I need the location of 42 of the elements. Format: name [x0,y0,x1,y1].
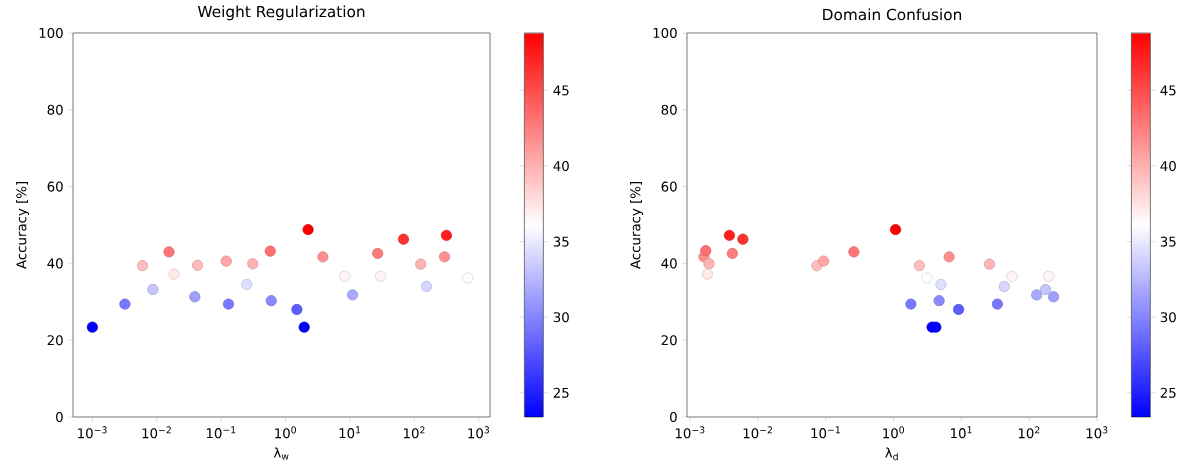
color-bar-label: 25 [553,387,569,398]
x-tick-label: 10$^{0}$ [275,426,297,439]
y-tick-label: 20 [47,335,63,346]
x-tick-label: 10$^{3}$ [468,426,490,439]
color-bar-label: 40 [553,160,569,172]
y-tick-label: 20 [661,335,677,346]
y-tick-label: 60 [661,181,677,192]
y-axis-title: Accuracy [%] [16,182,30,269]
y-tick-label: 80 [47,104,63,115]
x-tick-label: 10$^{−2}$ [142,426,171,439]
x-tick-label: 10$^{2}$ [1018,426,1040,439]
x-tick-label: 10$^{0}$ [883,426,905,439]
y-tick-label: 80 [661,104,677,115]
color-bar-label: 35 [553,236,569,247]
chart-title: Weight Regularization [197,5,365,21]
color-bar-label: 30 [1160,312,1176,323]
chart-title: Domain Confusion [823,8,962,21]
y-tick-label: 100 [653,27,677,39]
x-tick-label: 10$^{3}$ [1086,426,1108,439]
x-tick-label: 10$^{−2}$ [743,426,773,439]
color-bar-label: 30 [553,312,569,323]
x-axis-title: λ$_{d}$ [885,447,898,461]
y-tick-label: 60 [47,181,63,192]
x-tick-label: 10$^{2}$ [403,426,425,439]
x-tick-label: 10$^{1}$ [339,426,361,439]
y-tick-label: 40 [661,258,677,269]
y-tick-label: 40 [47,258,63,269]
y-axis-title: Accuracy [%] [630,182,644,269]
x-tick-label: 10$^{−1}$ [206,426,236,439]
y-tick-label: 0 [670,411,677,423]
x-tick-label: 10$^{1}$ [951,426,972,439]
color-bar-label: 45 [553,85,569,96]
x-tick-label: 10$^{−3}$ [78,426,107,439]
color-bar-label: 45 [1160,85,1176,96]
y-tick-label: 0 [56,411,63,423]
y-tick-label: 100 [39,27,63,39]
x-axis-title: λ$_{w}$ [273,447,289,460]
x-tick-label: 10$^{−3}$ [675,426,705,439]
color-bar-label: 35 [1160,236,1176,247]
color-bar-label: 40 [1160,160,1176,172]
x-tick-label: 10$^{−1}$ [811,426,840,439]
color-bar-label: 25 [1160,387,1176,398]
